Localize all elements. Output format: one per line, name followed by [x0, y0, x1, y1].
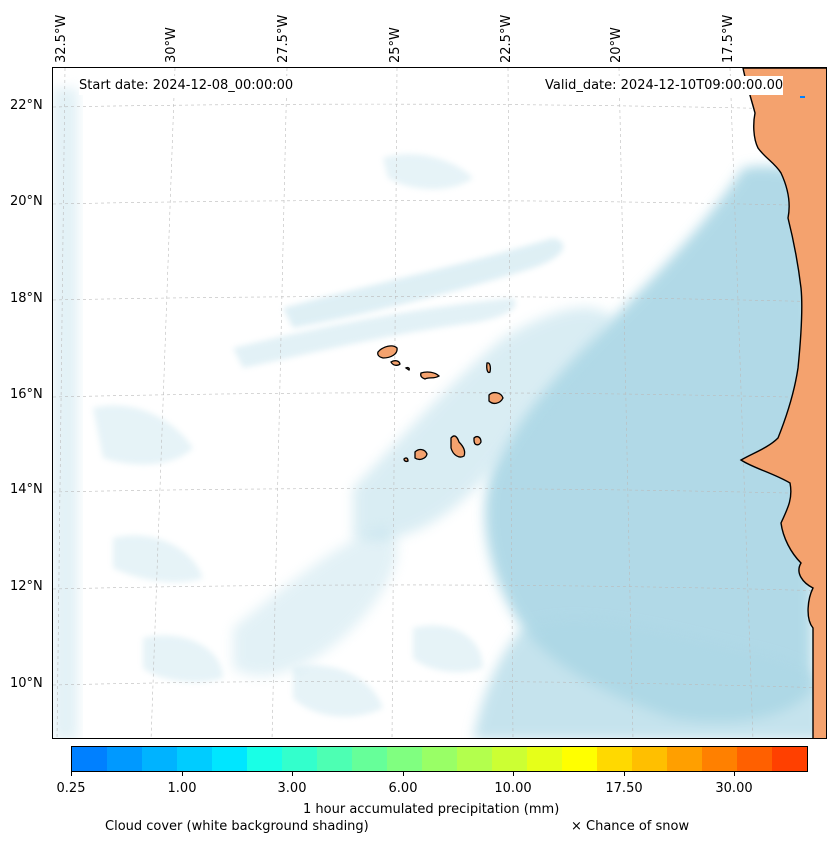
colorbar-tick [513, 772, 514, 776]
lat-label: 20°N [10, 194, 43, 209]
cloud-streak-north [283, 238, 564, 328]
colorbar-swatch [352, 747, 387, 771]
lon-label: 20°W [609, 27, 624, 63]
island-santo-antao [377, 345, 398, 359]
colorbar-tick-label: 0.25 [56, 781, 86, 796]
map-panel[interactable] [52, 67, 827, 739]
colorbar-swatch [562, 747, 597, 771]
colorbar-swatch [492, 747, 527, 771]
colorbar-tick-label: 10.00 [494, 781, 532, 796]
colorbar-tick [403, 772, 404, 776]
cloud-band-southeast [473, 619, 823, 738]
colorbar-swatch [737, 747, 772, 771]
colorbar-swatch [772, 747, 807, 771]
island-sao-vicente [390, 360, 401, 366]
colorbar-swatch [282, 747, 317, 771]
colorbar-swatch [72, 747, 107, 771]
island-maio [473, 435, 482, 446]
colorbar-label: 1 hour accumulated precipitation (mm) [303, 802, 560, 817]
island-santa-luzia [404, 366, 410, 371]
cloud-cover-shading [53, 88, 823, 738]
colorbar-tick [624, 772, 625, 776]
colorbar-swatch [387, 747, 422, 771]
valid-date-label: Valid_date: 2024-12-10T09:00:00.00 [545, 76, 784, 95]
lat-label: 14°N [10, 482, 43, 497]
cape-verde-islands [377, 345, 504, 463]
colorbar-tick-label: 17.50 [605, 781, 643, 796]
snow-legend: × Chance of snow [571, 819, 690, 834]
colorbar-tick-label: 30.00 [715, 781, 753, 796]
cloud-patches-south [293, 625, 483, 717]
land-masses [739, 68, 826, 738]
precip-blip [800, 96, 805, 98]
cloud-band-central [353, 307, 613, 540]
lat-label: 12°N [10, 579, 43, 594]
colorbar-swatch [632, 747, 667, 771]
colorbar-swatch [667, 747, 702, 771]
colorbar-swatch [142, 747, 177, 771]
lon-label: 25°W [388, 27, 403, 63]
colorbar-swatch [107, 747, 142, 771]
precipitation-colorbar [71, 746, 808, 772]
island-santiago [450, 435, 466, 458]
graticule-lines [53, 68, 826, 738]
cloud-western-edge [53, 88, 78, 738]
colorbar-swatch [212, 747, 247, 771]
colorbar-tick-label: 6.00 [388, 781, 418, 796]
colorbar-tick [292, 772, 293, 776]
colorbar-swatch [177, 747, 212, 771]
lat-label: 16°N [10, 387, 43, 402]
colorbar-swatch [457, 747, 492, 771]
africa-coast [739, 68, 826, 738]
colorbar-tick-label: 3.00 [277, 781, 307, 796]
cloud-streak-north-2 [233, 298, 516, 368]
colorbar-swatch [422, 747, 457, 771]
colorbar-swatch [527, 747, 562, 771]
colorbar-tick [734, 772, 735, 776]
lat-label: 10°N [10, 676, 43, 691]
colorbar-tick [71, 772, 72, 776]
cloud-mass-east [484, 166, 813, 722]
island-sao-nicolau [420, 371, 440, 380]
colorbar-tick [182, 772, 183, 776]
start-date-label: Start date: 2024-12-08_00:00:00 [79, 76, 294, 95]
colorbar-swatch [317, 747, 352, 771]
lon-label: 17.5°W [721, 14, 736, 63]
lon-label: 32.5°W [54, 14, 69, 63]
cloud-band-southwest [233, 528, 398, 676]
island-sal [486, 362, 492, 374]
lon-label: 30°W [164, 27, 179, 63]
colorbar-swatch [702, 747, 737, 771]
lat-label: 18°N [10, 291, 43, 306]
cloud-patch-north-center [383, 154, 473, 190]
colorbar-swatch [247, 747, 282, 771]
lat-label: 22°N [10, 98, 43, 113]
island-boa-vista [488, 391, 504, 405]
island-fogo [414, 448, 428, 461]
colorbar-swatch [597, 747, 632, 771]
island-brava [403, 457, 409, 463]
lon-label: 22.5°W [499, 14, 514, 63]
colorbar-tick-label: 1.00 [167, 781, 197, 796]
lon-label: 27.5°W [276, 14, 291, 63]
map-canvas [53, 68, 826, 738]
cloud-cover-legend: Cloud cover (white background shading) [105, 819, 369, 834]
